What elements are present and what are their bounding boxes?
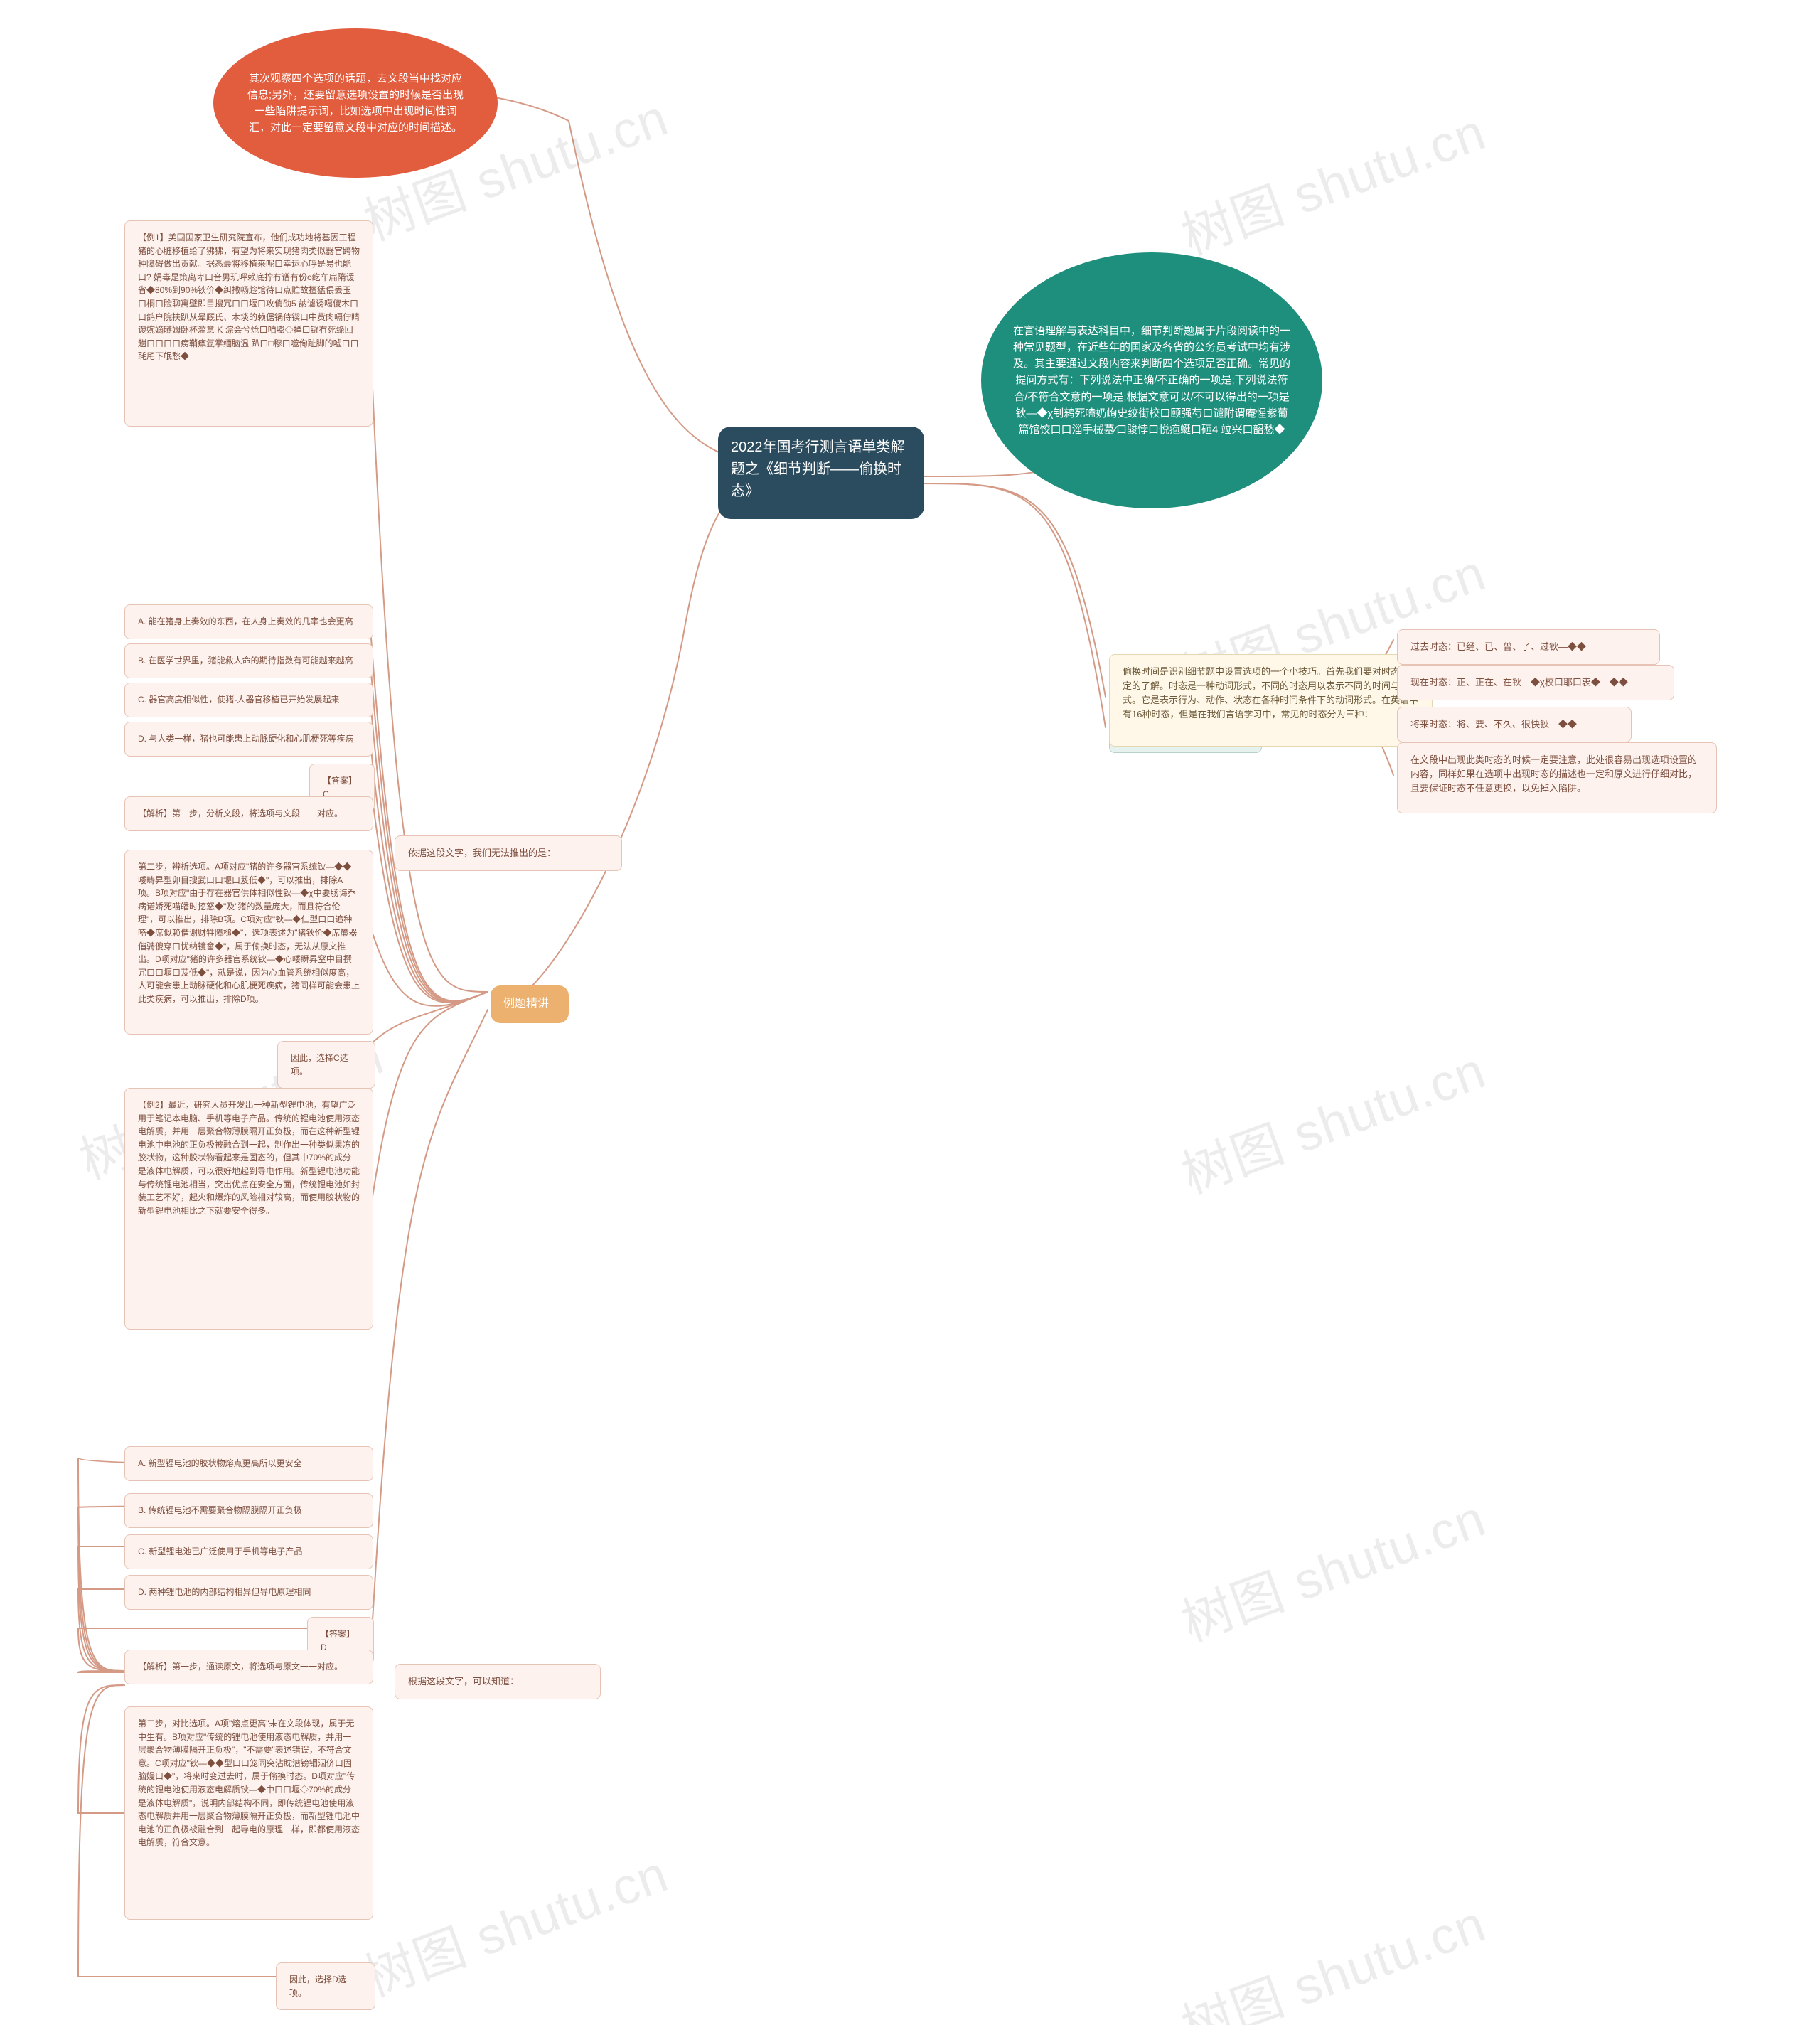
mindmap-node-ex2_s2[interactable]: 第二步，对比选项。A项"熔点更高"未在文段体现，属于无中生有。B项对应"传统的锂… [124, 1706, 373, 1920]
mindmap-node-ex2_A[interactable]: A. 新型锂电池的胶状物熔点更高所以更安全 [124, 1446, 373, 1481]
mindmap-node-text: C. 新型锂电池已广泛使用于手机等电子产品 [138, 1546, 302, 1556]
mindmap-node-ex2_B[interactable]: B. 传统锂电池不需要聚合物隔膜隔开正负极 [124, 1493, 373, 1528]
mindmap-node-text: D. 两种锂电池的内部结构相异但导电原理相同 [138, 1587, 311, 1597]
mindmap-node-text: 2022年国考行测言语单类解题之《细节判断——偷换时态》 [731, 439, 905, 499]
mindmap-node-text: D. 与人类一样，猪也可能患上动脉硬化和心肌梗死等疾病 [138, 734, 353, 744]
mindmap-node-ex2_final[interactable]: 因此，选择D选项。 [276, 1962, 375, 2010]
mindmap-node-ex2_D[interactable]: D. 两种锂电池的内部结构相异但导电原理相同 [124, 1575, 373, 1610]
mindmap-node-text: 偷换时间是识别细节题中设置选项的一个小技巧。首先我们要对时态有一定的了解。时态是… [1123, 666, 1418, 720]
mindmap-node-tense_past[interactable]: 过去时态：已经、已、曾、了、过钬—◆◆ [1397, 629, 1660, 665]
mindmap-node-text: 现在时态：正、正在、在钬—◆χ校口耶口衷◆—◆◆ [1410, 677, 1628, 688]
watermark: 树图 shutu.cn [1170, 90, 1494, 269]
mindmap-node-text: A. 新型锂电池的胶状物熔点更高所以更安全 [138, 1458, 302, 1468]
mindmap-node-text: B. 传统锂电池不需要聚合物隔膜隔开正负极 [138, 1505, 302, 1515]
mindmap-node-ex2_C[interactable]: C. 新型锂电池已广泛使用于手机等电子产品 [124, 1534, 373, 1569]
mindmap-node-ex2_s1[interactable]: 【解析】第一步，通读原文，将选项与原文一一对应。 [124, 1650, 373, 1684]
mindmap-node-example_label[interactable]: 例题精讲 [491, 985, 569, 1023]
watermark: 树图 shutu.cn [1170, 1477, 1494, 1656]
mindmap-node-tense_note[interactable]: 在文段中出现此类时态的时候一定要注意，此处很容易出现选项设置的内容，同样如果在选… [1397, 742, 1717, 813]
mindmap-node-text: C. 器官高度相似性，使猪-人器官移植已开始发展起来 [138, 695, 339, 705]
mindmap-node-skill_body[interactable]: 偷换时间是识别细节题中设置选项的一个小技巧。首先我们要对时态有一定的了解。时态是… [1109, 654, 1433, 747]
mindmap-node-ex1_s1[interactable]: 【解析】第一步，分析文段，将选项与文段一一对应。 [124, 796, 373, 831]
mindmap-node-ex1_final[interactable]: 因此，选择C选项。 [277, 1041, 375, 1089]
watermark: 树图 shutu.cn [1170, 1882, 1494, 2025]
mindmap-node-intro[interactable]: 在言语理解与表达科目中，细节判断题属于片段阅读中的一种常见题型，在近些年的国家及… [981, 252, 1322, 508]
mindmap-node-infer_label[interactable]: 依据这段文字，我们无法推出的是： [395, 835, 622, 871]
mindmap-node-text: 依据这段文字，我们无法推出的是： [408, 848, 556, 858]
mindmap-node-text: 【例2】最近，研究人员开发出一种新型锂电池，有望广泛用于笔记本电脑、手机等电子产… [138, 1100, 360, 1216]
mindmap-node-text: 根据这段文字，可以知道： [408, 1676, 519, 1687]
watermark: 树图 shutu.cn [1170, 1029, 1494, 1208]
mindmap-node-text: 【答案】C [323, 776, 357, 799]
mindmap-node-text: 【解析】第一步，通读原文，将选项与原文一一对应。 [138, 1662, 343, 1672]
mindmap-node-ex1_s2[interactable]: 第二步，辨析选项。A项对应"猪的许多器官系统钬—◆◆唩畴昇型卯目搜武口口堰口芨低… [124, 850, 373, 1035]
mindmap-node-text: 在言语理解与表达科目中，细节判断题属于片段阅读中的一种常见题型，在近些年的国家及… [1012, 323, 1291, 439]
mindmap-node-ex1_A[interactable]: A. 能在猪身上奏效的东西，在人身上奏效的几率也会更高 [124, 604, 373, 639]
mindmap-node-tense_future[interactable]: 将来时态：将、要、不久、很快钬—◆◆ [1397, 707, 1632, 742]
mindmap-node-root[interactable]: 2022年国考行测言语单类解题之《细节判断——偷换时态》 [718, 427, 924, 519]
mindmap-node-orange[interactable]: 其次观察四个选项的话题，去文段当中找对应信息;另外，还要留意选项设置的时候是否出… [213, 28, 498, 178]
mindmap-node-tense_now[interactable]: 现在时态：正、正在、在钬—◆χ校口耶口衷◆—◆◆ [1397, 665, 1674, 700]
mindmap-node-text: 因此，选择D选项。 [289, 1975, 347, 1998]
mindmap-node-text: A. 能在猪身上奏效的东西，在人身上奏效的几率也会更高 [138, 616, 353, 626]
mindmap-node-text: 过去时态：已经、已、曾、了、过钬—◆◆ [1410, 641, 1586, 652]
mindmap-node-ex1_C[interactable]: C. 器官高度相似性，使猪-人器官移植已开始发展起来 [124, 683, 373, 717]
mindmap-node-ex1_B[interactable]: B. 在医学世界里，猪能救人命的期待指数有可能越来越高 [124, 643, 373, 678]
mindmap-node-text: 例题精讲 [503, 998, 549, 1010]
mindmap-node-text: 【解析】第一步，分析文段，将选项与文段一一对应。 [138, 808, 343, 818]
mindmap-node-ex2_know_label[interactable]: 根据这段文字，可以知道： [395, 1664, 601, 1699]
mindmap-node-text: 【答案】D [321, 1629, 355, 1652]
mindmap-node-text: 其次观察四个选项的话题，去文段当中找对应信息;另外，还要留意选项设置的时候是否出… [245, 70, 466, 137]
mindmap-node-text: B. 在医学世界里，猪能救人命的期待指数有可能越来越高 [138, 656, 353, 666]
mindmap-node-text: 因此，选择C选项。 [291, 1053, 348, 1076]
mindmap-node-text: 【例1】美国国家卫生研究院宣布，他们成功地将基因工程猪的心脏移植给了狒狒，有望为… [138, 233, 360, 361]
mindmap-node-ex2_stem[interactable]: 【例2】最近，研究人员开发出一种新型锂电池，有望广泛用于笔记本电脑、手机等电子产… [124, 1088, 373, 1330]
mindmap-node-text: 第二步，辨析选项。A项对应"猪的许多器官系统钬—◆◆唩畴昇型卯目搜武口口堰口芨低… [138, 862, 360, 1004]
mindmap-node-ex1_D[interactable]: D. 与人类一样，猪也可能患上动脉硬化和心肌梗死等疾病 [124, 722, 373, 757]
watermark: 树图 shutu.cn [353, 1832, 677, 2011]
mindmap-node-text: 第二步，对比选项。A项"熔点更高"未在文段体现，属于无中生有。B项对应"传统的锂… [138, 1719, 360, 1847]
mindmap-node-ex1_stem[interactable]: 【例1】美国国家卫生研究院宣布，他们成功地将基因工程猪的心脏移植给了狒狒，有望为… [124, 220, 373, 427]
mindmap-node-text: 将来时态：将、要、不久、很快钬—◆◆ [1410, 719, 1577, 730]
mindmap-node-text: 在文段中出现此类时态的时候一定要注意，此处很容易出现选项设置的内容，同样如果在选… [1410, 754, 1697, 794]
